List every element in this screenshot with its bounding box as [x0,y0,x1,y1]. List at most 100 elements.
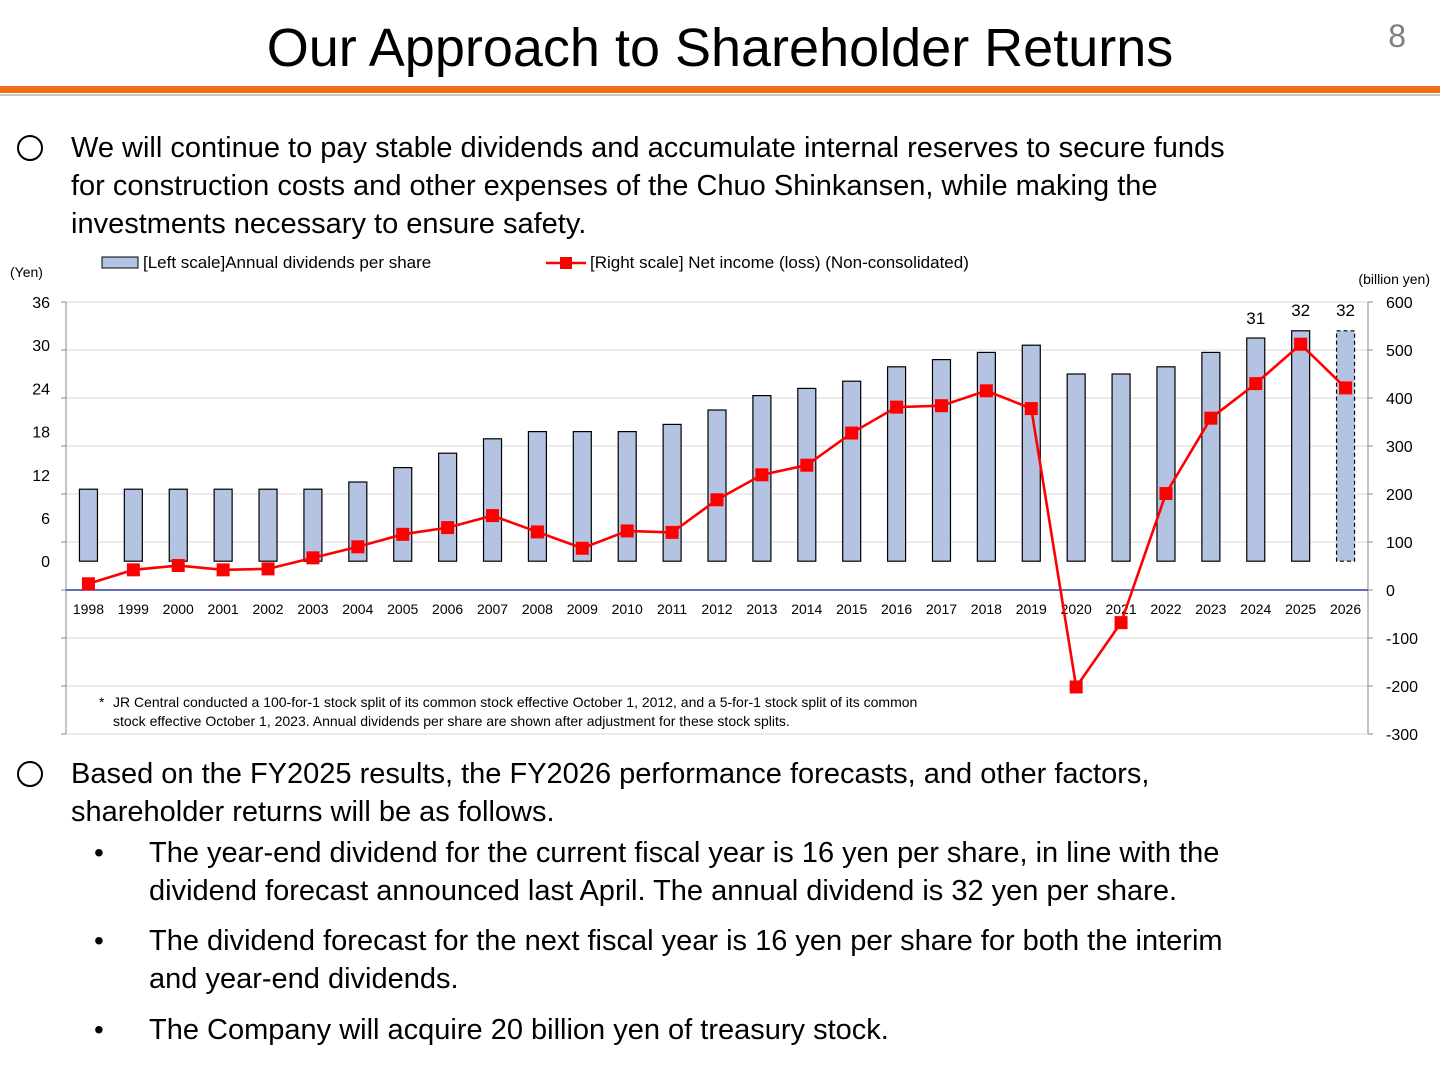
dividend-bar [931,359,952,562]
dividend-bar [617,431,637,562]
right-axis-tick-label: -300 [1386,727,1418,744]
left-axis-tick-label: 18 [32,425,50,442]
footnote-line: JR Central conducted a 100-for-1 stock s… [113,694,917,710]
dividend-bar [707,409,727,562]
dividend-bar [527,431,548,562]
intro-line: for construction costs and other expense… [71,170,1158,202]
x-axis-tick-label: 2001 [208,601,239,617]
left-axis-tick-label: 36 [32,295,50,312]
net-income-marker [530,525,544,539]
x-axis-tick-label: 2013 [746,601,777,617]
dividend-bar [1156,366,1176,562]
right-axis-tick-label: 400 [1386,391,1413,408]
dividends-net-income-chart: 0 6 12 18 24 30 36 -300 -200 -100 0 100 200 300 400 500… [10,253,1430,744]
net-income-marker [1294,337,1308,351]
right-axis-unit-label: (billion yen) [1358,271,1430,287]
net-income-marker [441,521,455,535]
x-axis-tick-label: 2019 [1016,601,1047,617]
x-axis-tick-label: 2007 [477,601,508,617]
intro-bullet-icon [17,135,43,161]
bullet-line: dividend forecast announced last April. … [149,875,1178,907]
dividend-data-label: 32 [1291,301,1310,320]
right-axis-tick-label: 0 [1386,583,1395,600]
footnote-line: stock effective October 1, 2023. Annual … [113,713,790,729]
intro-line: We will continue to pay stable dividends… [71,132,1225,164]
left-axis-unit-label: (Yen) [10,264,43,280]
slide-title: Our Approach to Shareholder Returns [266,18,1174,78]
dividend-bar [258,488,278,562]
net-income-marker [261,562,275,576]
left-axis-tick-label: 24 [32,381,50,398]
right-axis-tick-label: 600 [1386,295,1413,312]
x-axis-tick-label: 2003 [297,601,328,617]
dividend-data-label: 32 [1336,301,1355,320]
net-income-marker [486,509,500,523]
right-axis-tick-label: 500 [1386,343,1413,360]
legend-swatch-dividends [101,256,139,269]
dividend-bar [1021,344,1041,562]
summary-line: shareholder returns will be as follows. [71,796,555,828]
intro-line: investments necessary to ensure safety. [71,208,587,240]
summary-line: Based on the FY2025 results, the FY2026 … [71,758,1150,790]
net-income-marker [396,527,410,541]
bullet-dot-icon: • [94,925,104,956]
x-axis-tick-label: 2018 [971,601,1002,617]
x-axis-tick-label: 2020 [1061,601,1092,617]
summary-bullet-icon [17,761,43,787]
x-axis-tick-label: 2015 [836,601,867,617]
dividend-bar [213,488,233,562]
x-axis-tick-label: 1998 [73,601,104,617]
left-axis-tick-label: 0 [41,554,50,571]
bullet-dot-icon: • [94,1014,104,1045]
x-axis-tick-label: 2022 [1150,601,1181,617]
title-divider [0,86,1440,93]
net-income-marker [126,563,140,577]
dividend-data-label: 31 [1246,309,1265,328]
x-axis-tick-label: 2012 [701,601,732,617]
x-axis-tick-label: 2023 [1195,601,1226,617]
dividend-bar [123,488,143,562]
net-income-marker [351,540,365,554]
net-income-marker [575,541,589,555]
bullet-line: and year-end dividends. [149,963,459,995]
dividend-bar [1201,351,1221,562]
net-income-marker [620,524,634,538]
net-income-marker [1114,616,1128,630]
x-axis-tick-label: 2000 [163,601,194,617]
net-income-marker [1339,381,1353,395]
net-income-marker [710,493,724,507]
dividend-bar [482,438,503,562]
bullet-line: The dividend forecast for the next fisca… [149,925,1223,957]
dividend-bar [1246,337,1266,562]
footnote-marker: * [99,694,105,710]
net-income-marker [665,525,679,539]
page-number: 8 [1388,18,1406,54]
x-axis-tick-label: 2017 [926,601,957,617]
net-income-marker [1069,680,1083,694]
dividend-bar [886,366,907,562]
dividend-bar [393,467,413,562]
legend-label-dividends: [Left scale]Annual dividends per share [143,253,431,272]
right-axis-tick-label: -100 [1386,631,1418,648]
dividend-bar [438,452,458,562]
bullet-item-1: The year-end dividend for the current fi… [149,834,1219,910]
bullet-line: The Company will acquire 20 billion yen … [149,1014,889,1046]
net-income-marker [755,468,769,482]
title-divider-shadow [0,94,1440,96]
x-axis-tick-label: 2004 [342,601,373,617]
x-axis-tick-label: 2010 [612,601,643,617]
summary-paragraph: Based on the FY2025 results, the FY2026 … [71,755,1149,831]
net-income-marker [1159,487,1173,501]
x-axis-tick-label: 2024 [1240,601,1271,617]
dividend-bar [1291,330,1311,562]
net-income-marker [1249,377,1263,391]
net-income-marker [800,458,814,472]
dividend-bar [572,431,592,562]
dividend-bar [976,351,996,562]
legend-swatch-net-income-marker [560,257,572,269]
intro-paragraph: We will continue to pay stable dividends… [71,129,1225,243]
x-axis-tick-label: 2002 [252,601,283,617]
x-axis-tick-label: 2016 [881,601,912,617]
net-income-marker [1204,411,1218,425]
x-axis-tick-label: 2014 [791,601,822,617]
